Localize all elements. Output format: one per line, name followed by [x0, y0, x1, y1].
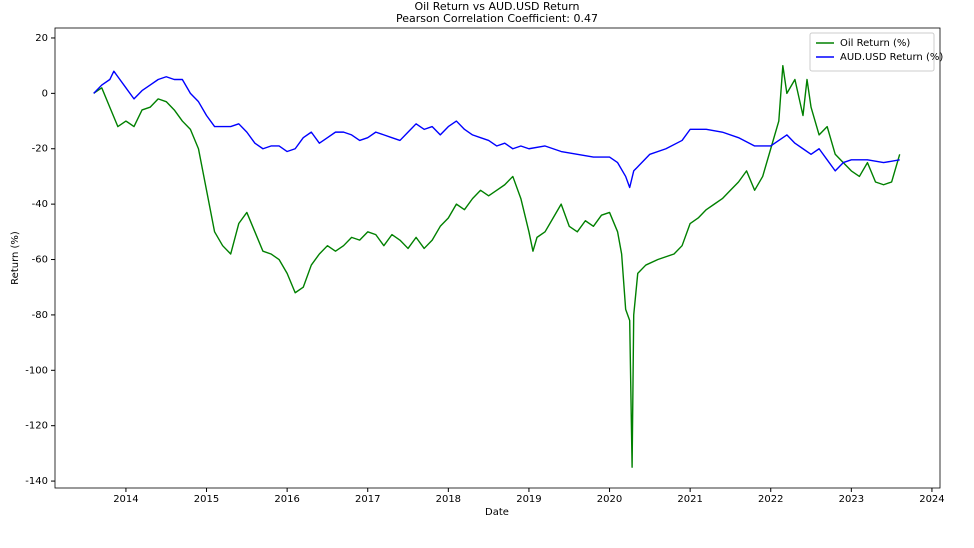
x-tick-label: 2017: [355, 494, 380, 505]
y-tick-label: -20: [32, 144, 48, 155]
legend-box: [809, 32, 935, 72]
x-axis-label: Date: [485, 507, 509, 518]
y-tick-label: -100: [25, 365, 48, 376]
x-tick-label: 2019: [516, 494, 541, 505]
y-tick-label: 0: [42, 88, 48, 99]
y-axis-label: Return (%): [10, 231, 21, 285]
x-tick-label: 2021: [677, 494, 702, 505]
x-tick-label: 2018: [436, 494, 461, 505]
data-line: [93, 64, 901, 468]
x-tick-label: 2020: [597, 494, 622, 505]
y-tick-label: -40: [32, 199, 48, 210]
x-tick-label: 2015: [194, 494, 219, 505]
y-tick-label: -140: [25, 476, 48, 487]
data-line: [93, 70, 900, 189]
y-tick-label: -60: [32, 255, 48, 266]
x-tick-label: 2023: [839, 494, 864, 505]
legend-label: AUD.USD Return (%): [840, 52, 943, 63]
legend-label: Oil Return (%): [840, 38, 910, 49]
y-tick-label: -80: [32, 310, 48, 321]
chart-subtitle: Pearson Correlation Coefficient: 0.47: [396, 12, 598, 25]
y-tick-label: 20: [35, 33, 48, 44]
x-tick-label: 2022: [758, 494, 783, 505]
x-tick-label: 2014: [113, 494, 138, 505]
plot-frame: [54, 27, 941, 489]
y-tick-label: -120: [25, 421, 48, 432]
x-tick-label: 2024: [919, 494, 944, 505]
chart-title: Oil Return vs AUD.USD Return: [414, 0, 579, 13]
x-tick-label: 2016: [274, 494, 299, 505]
